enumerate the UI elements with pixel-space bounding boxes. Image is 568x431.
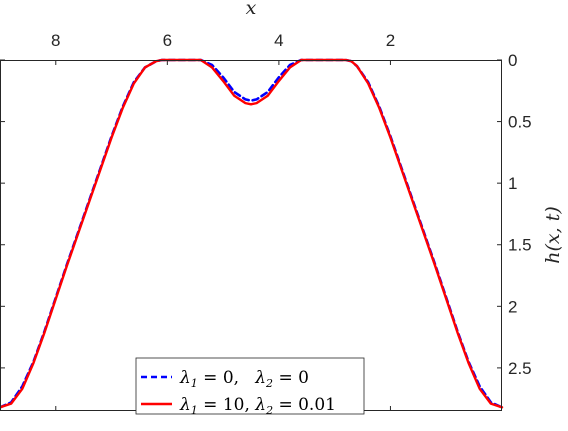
legend: λ1 = 0, λ2 = 0 λ1 = 10, λ2 = 0.01 bbox=[135, 357, 365, 417]
y-tick-label-6: 2.5 bbox=[508, 359, 532, 378]
plot-area bbox=[0, 60, 502, 411]
legend-entry-2: λ1 = 10, λ2 = 0.01 bbox=[179, 395, 336, 417]
series-line-2 bbox=[0, 58, 504, 409]
x-tick-label-3: 4 bbox=[274, 31, 283, 50]
series-layer bbox=[0, 58, 504, 409]
x-tick-label-1: 8 bbox=[51, 31, 60, 50]
x-tick-label-4: 2 bbox=[386, 31, 395, 50]
legend-entry-1: λ1 = 0, λ2 = 0 bbox=[179, 368, 309, 390]
y-tick-label-3: 1 bbox=[508, 174, 517, 193]
legend-box bbox=[135, 357, 365, 415]
x-tick-label-2: 6 bbox=[163, 31, 172, 50]
y-tick-label-5: 2 bbox=[508, 297, 517, 316]
x-axis-label: x bbox=[246, 0, 257, 19]
y-tick-label-1: 0 bbox=[508, 51, 517, 70]
y-tick-label-2: 0.5 bbox=[508, 113, 532, 132]
y-tick-label-4: 1.5 bbox=[508, 236, 532, 255]
y-axis-label: h(x, t) bbox=[542, 206, 564, 264]
